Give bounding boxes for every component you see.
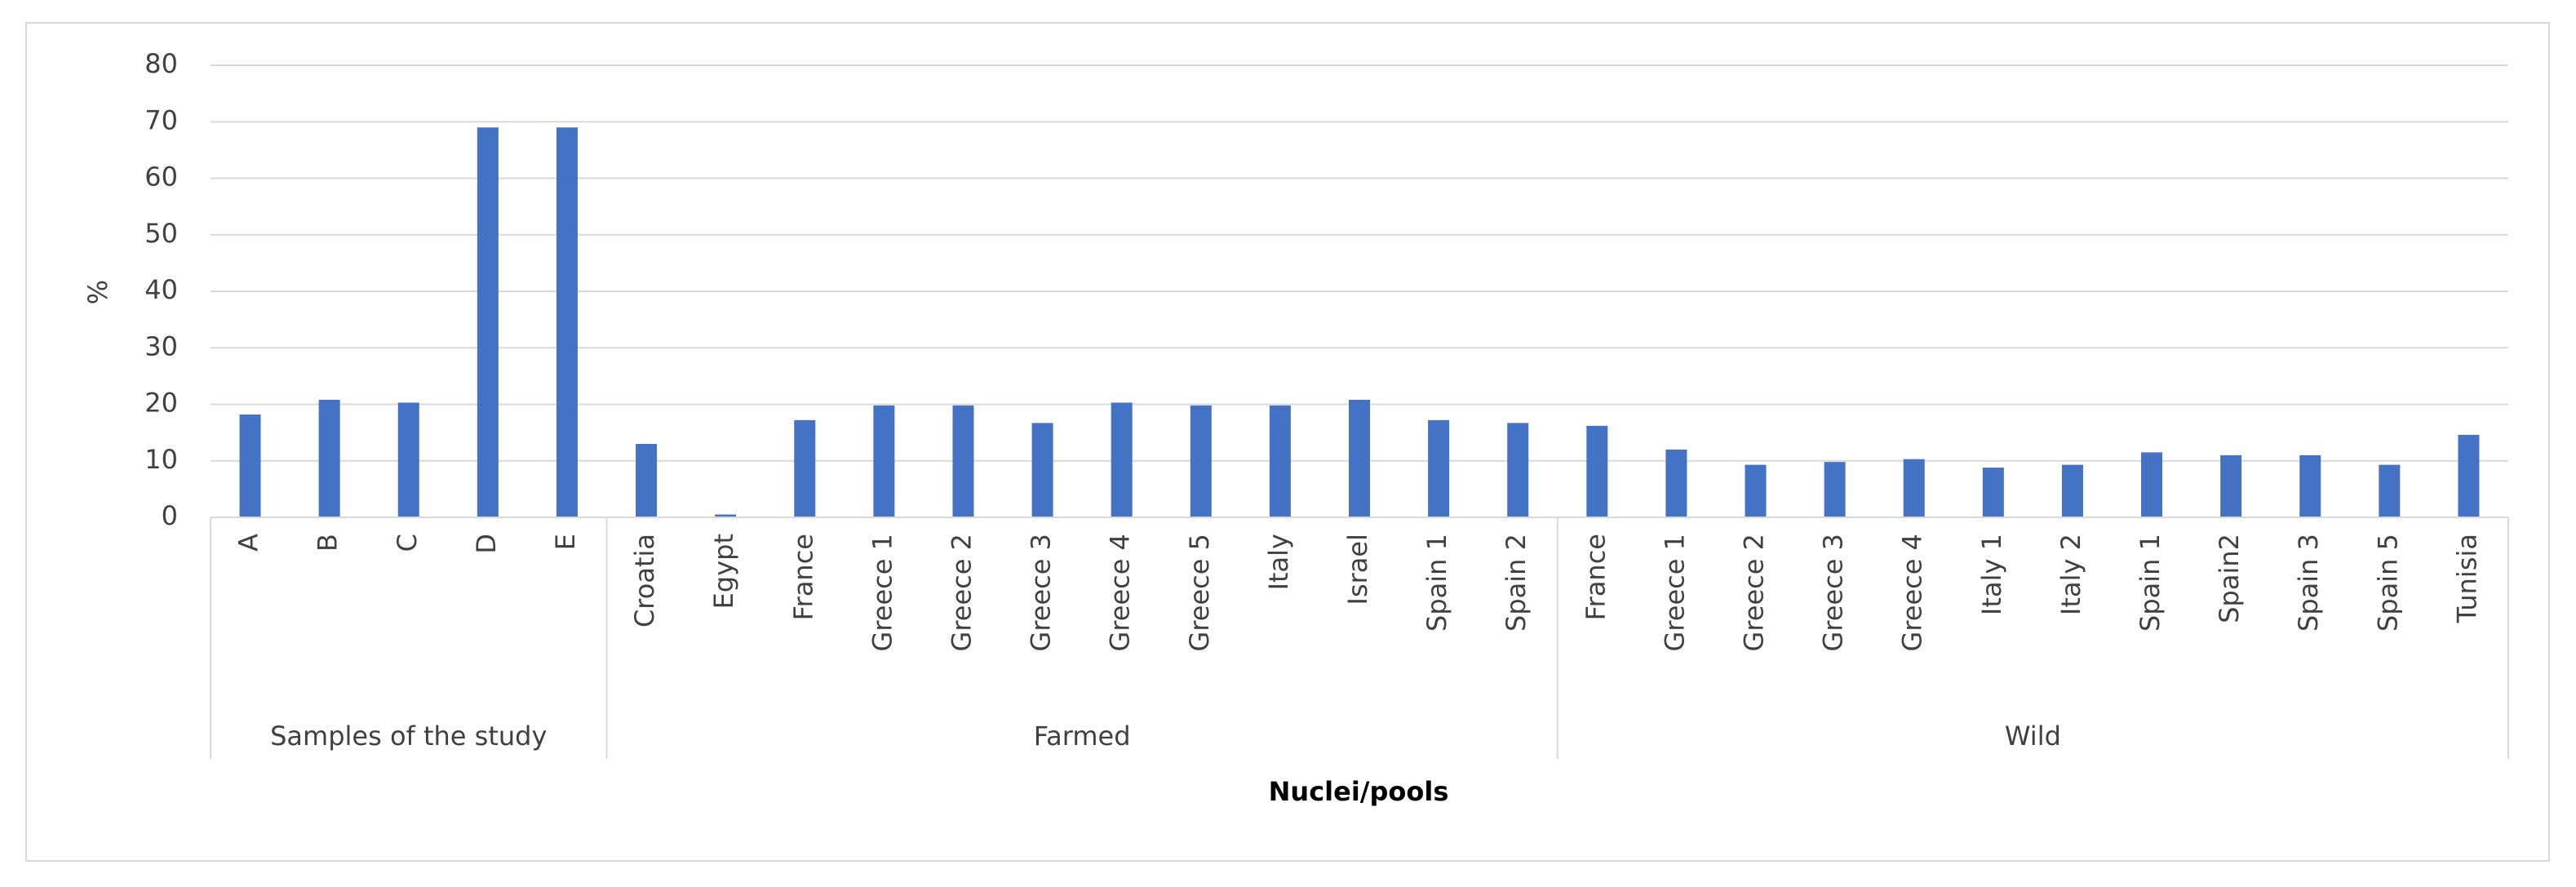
bar — [1665, 449, 1687, 517]
x-tick-label: D — [471, 534, 502, 554]
x-tick-label: Greece 2 — [1739, 534, 1770, 651]
bar — [636, 443, 658, 517]
x-tick-label: Egypt — [708, 534, 739, 609]
y-tick-label: 50 — [144, 218, 178, 249]
bar — [1428, 419, 1450, 517]
bar — [715, 514, 737, 517]
y-tick-label: 40 — [144, 274, 178, 305]
x-tick-label: Spain 1 — [2135, 534, 2166, 632]
bar — [1031, 423, 1053, 517]
x-tick-label: Greece 4 — [1105, 534, 1136, 651]
bar — [1982, 468, 2004, 517]
x-tick-label: Greece 3 — [1818, 534, 1849, 651]
bar — [2141, 452, 2163, 517]
x-tick-label: Greece 1 — [867, 534, 898, 651]
x-tick-label: Italy 1 — [1976, 534, 2007, 615]
x-tick-label: Spain 3 — [2293, 534, 2324, 632]
x-tick-label: France — [787, 534, 818, 620]
bar — [873, 405, 895, 517]
y-tick-label: 30 — [144, 330, 178, 361]
x-tick-label: B — [313, 534, 344, 552]
bar — [1507, 423, 1529, 517]
x-tick-label: Tunisia — [2451, 534, 2482, 623]
bar — [1824, 462, 1846, 517]
x-tick-label: Spain2 — [2214, 534, 2245, 623]
y-tick-label: 70 — [144, 104, 178, 135]
bar — [952, 405, 974, 517]
x-tick-label: Italy — [1263, 534, 1294, 590]
x-tick-label: Croatia — [629, 534, 660, 628]
bar — [2379, 464, 2401, 517]
x-tick-label: Spain 5 — [2372, 534, 2403, 632]
bar — [2458, 434, 2480, 517]
y-axis-title: % — [82, 280, 113, 304]
x-tick-label: Greece 5 — [1184, 534, 1215, 651]
x-tick-label: Greece 4 — [1897, 534, 1928, 651]
bar — [477, 127, 499, 518]
bar — [397, 402, 419, 517]
y-tick-label: 0 — [162, 500, 178, 531]
x-tick-label: Israel — [1342, 534, 1373, 605]
y-tick-label: 10 — [144, 444, 178, 475]
bar — [1586, 425, 1608, 517]
bar — [1190, 405, 1212, 517]
y-tick-label: 60 — [144, 162, 178, 193]
bar — [239, 414, 261, 517]
x-tick-label: E — [550, 534, 581, 550]
bar — [318, 399, 340, 517]
bar — [1745, 464, 1767, 517]
bar — [1349, 399, 1370, 517]
x-tick-label: Spain 2 — [1501, 534, 1532, 632]
bar — [1269, 405, 1291, 517]
bar — [794, 419, 816, 517]
group-label: Farmed — [1034, 721, 1131, 752]
x-tick-label: Spain 1 — [1421, 534, 1452, 632]
x-tick-label: Greece 2 — [946, 534, 977, 651]
x-tick-label: C — [392, 534, 423, 552]
x-axis-title: Nuclei/pools — [1269, 776, 1449, 807]
y-tick-label: 80 — [144, 48, 178, 79]
x-tick-label: A — [233, 534, 264, 552]
y-tick-label: 20 — [144, 388, 178, 419]
bar — [556, 127, 578, 518]
x-tick-label: Greece 3 — [1026, 534, 1057, 651]
bar — [1903, 459, 1925, 517]
bar — [2220, 455, 2242, 517]
bar — [1111, 402, 1133, 517]
bar — [2299, 455, 2321, 517]
x-tick-label: Greece 1 — [1659, 534, 1690, 651]
x-tick-label: France — [1580, 534, 1611, 620]
x-tick-label: Italy 2 — [2055, 534, 2086, 615]
bar — [2061, 464, 2083, 517]
group-label: Samples of the study — [270, 721, 547, 752]
group-label: Wild — [2005, 721, 2061, 752]
